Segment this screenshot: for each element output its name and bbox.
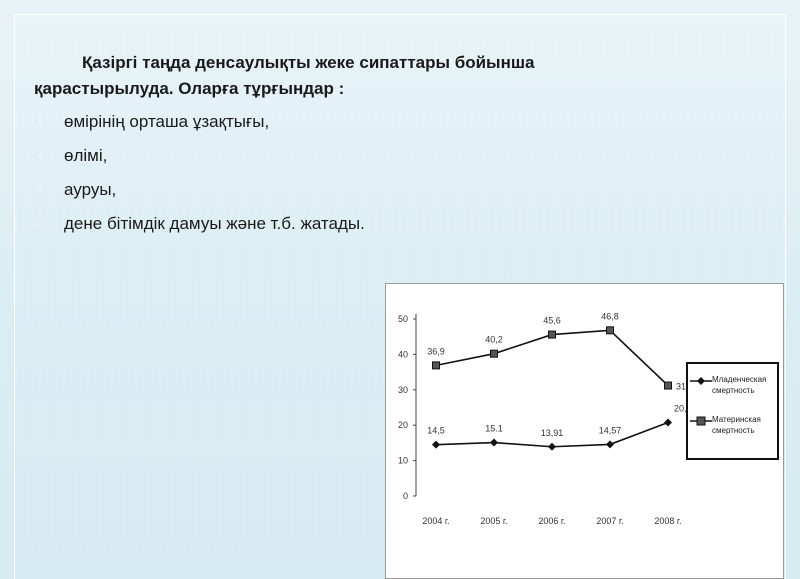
data-label: 36,9	[427, 346, 445, 356]
chart-legend: Младенческая смертность Материнская смер…	[686, 362, 779, 460]
data-point-maternal	[606, 326, 614, 335]
x-tick-label: 2007 г.	[596, 516, 623, 526]
data-point-infant	[548, 442, 556, 451]
y-tick-label: 20	[398, 420, 408, 430]
y-tick-label: 50	[398, 314, 408, 324]
bullet-icon: ◦	[38, 114, 43, 129]
data-point-maternal	[432, 361, 440, 370]
data-label: 31,2	[676, 382, 694, 392]
bullet-icon: ◦	[38, 182, 43, 197]
y-tick-label: 30	[398, 385, 408, 395]
data-point-infant	[664, 418, 672, 427]
bullet-icon: ◦	[38, 216, 43, 231]
intro-paragraph: Қазіргі таңда денсаулықты жеке сипаттары…	[34, 50, 674, 102]
bullet-icon: ◦	[38, 148, 43, 163]
data-label: 20,76	[674, 404, 697, 414]
data-point-infant	[490, 438, 498, 447]
data-label: 46,8	[601, 311, 619, 321]
data-label: 40,2	[485, 335, 503, 345]
list-item: ◦ ауруы,	[38, 178, 365, 212]
series-line-maternal	[435, 329, 669, 387]
data-point-infant	[432, 440, 440, 449]
intro-line-1: Қазіргі таңда денсаулықты жеке сипаттары…	[82, 53, 535, 72]
list-item: ◦ өмірінің орташа ұзақтығы,	[38, 110, 365, 144]
x-tick-label: 2006 г.	[538, 516, 565, 526]
data-label: 15.1	[485, 424, 503, 434]
mortality-chart: 0 10 20 30 40 50 2004 г. 2005 г. 2006 г. 2007 г. 2…	[385, 283, 784, 579]
data-point-maternal	[490, 349, 498, 358]
list-item: ◦ дене бітімдік дамуы және т.б. жатады.	[38, 212, 365, 246]
data-label: 14,5	[427, 426, 445, 436]
x-tick-label: 2004 г.	[422, 516, 449, 526]
data-label: 45,6	[543, 316, 561, 326]
data-label: 14,57	[599, 425, 622, 435]
y-tick-label: 40	[398, 349, 408, 359]
intro-line-2: қарастырылуда. Оларға тұрғындар :	[34, 79, 345, 98]
diamond-marker-icon	[690, 377, 712, 385]
square-marker-icon	[690, 416, 712, 426]
x-tick-label: 2005 г.	[480, 516, 507, 526]
data-label: 13,91	[541, 428, 564, 438]
data-point-maternal	[664, 381, 672, 390]
y-tick-label: 0	[403, 491, 408, 501]
x-tick-label: 2008 г.	[654, 516, 681, 526]
data-point-maternal	[548, 330, 556, 339]
chart-svg: 0 10 20 30 40 50 2004 г. 2005 г. 2006 г. 2007 г. 2…	[398, 311, 697, 526]
list-item: ◦ өлімі,	[38, 144, 365, 178]
data-point-infant	[606, 440, 614, 449]
bullet-list: ◦ өмірінің орташа ұзақтығы, ◦ өлімі, ◦ ауру…	[38, 110, 365, 246]
y-tick-label: 10	[398, 456, 408, 466]
legend-label: Младенческая смертность	[712, 375, 767, 395]
legend-label: Материнская смертность	[712, 415, 761, 435]
